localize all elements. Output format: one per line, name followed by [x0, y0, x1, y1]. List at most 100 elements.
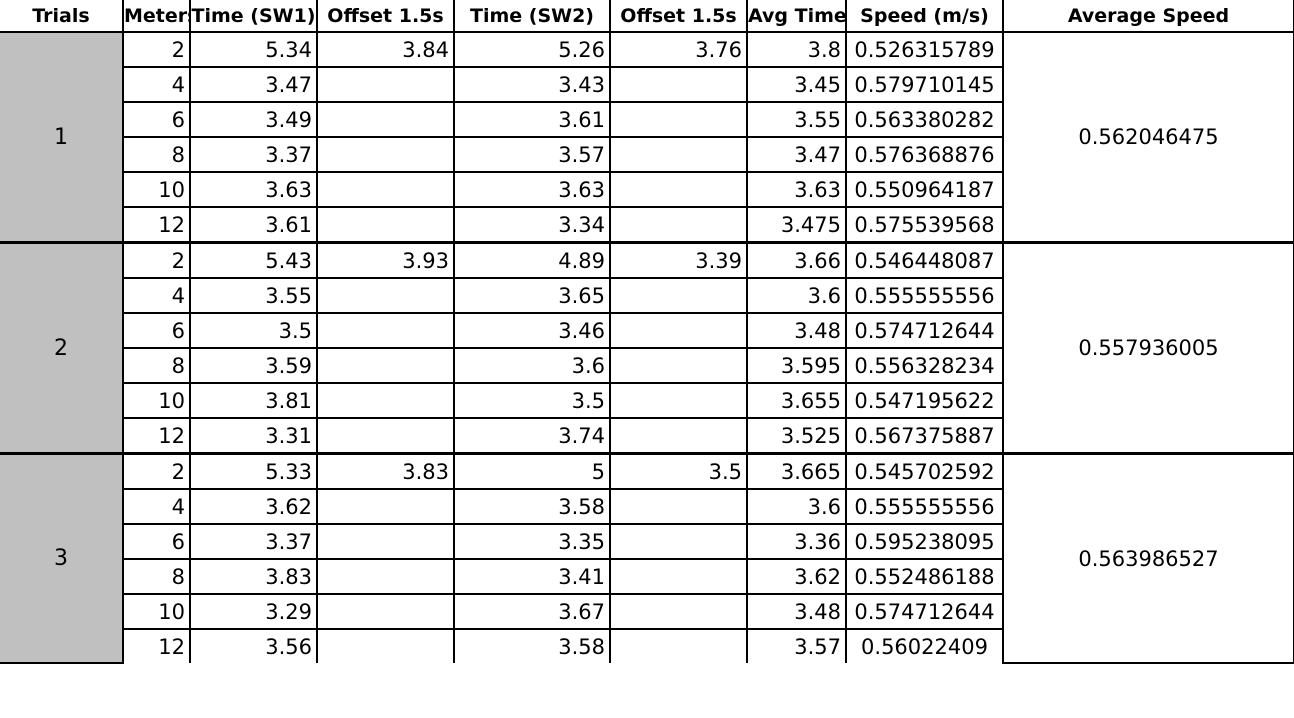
cell-speed[interactable]: 0.563380282 — [845, 101, 1004, 138]
cell-meters[interactable]: 8 — [122, 136, 191, 173]
cell-offset-sw2[interactable] — [609, 558, 748, 595]
cell-avg-time[interactable]: 3.6 — [746, 277, 847, 314]
cell-trial[interactable]: 3 — [0, 452, 124, 664]
cell-avg-time[interactable]: 3.45 — [746, 66, 847, 103]
cell-avg-time[interactable]: 3.475 — [746, 206, 847, 244]
cell-offset-sw2[interactable]: 3.39 — [609, 241, 748, 279]
cell-avg-time[interactable]: 3.66 — [746, 241, 847, 279]
cell-time-sw1[interactable]: 5.33 — [189, 452, 318, 490]
header-trials[interactable]: Trials — [0, 0, 124, 33]
cell-offset-sw1[interactable] — [316, 488, 455, 525]
cell-offset-sw1[interactable] — [316, 382, 455, 419]
cell-meters[interactable]: 6 — [122, 312, 191, 349]
cell-avg-time[interactable]: 3.8 — [746, 31, 847, 68]
cell-offset-sw1[interactable]: 3.84 — [316, 31, 455, 68]
cell-average-speed[interactable]: 0.557936005 — [1002, 241, 1294, 455]
cell-speed[interactable]: 0.576368876 — [845, 136, 1004, 173]
cell-speed[interactable]: 0.555555556 — [845, 277, 1004, 314]
cell-time-sw2[interactable]: 4.89 — [453, 241, 611, 279]
cell-time-sw2[interactable]: 3.6 — [453, 347, 611, 384]
cell-offset-sw1[interactable] — [316, 66, 455, 103]
cell-offset-sw1[interactable] — [316, 628, 455, 663]
cell-time-sw2[interactable]: 3.34 — [453, 206, 611, 244]
header-avg-time[interactable]: Avg Time — [746, 0, 847, 33]
cell-time-sw2[interactable]: 3.35 — [453, 523, 611, 560]
cell-avg-time[interactable]: 3.525 — [746, 417, 847, 455]
cell-avg-time[interactable]: 3.48 — [746, 593, 847, 630]
cell-time-sw1[interactable]: 3.56 — [189, 628, 318, 663]
header-offset-sw2[interactable]: Offset 1.5s — [609, 0, 748, 33]
cell-offset-sw1[interactable] — [316, 136, 455, 173]
cell-offset-sw1[interactable] — [316, 206, 455, 244]
cell-speed[interactable]: 0.526315789 — [845, 31, 1004, 68]
cell-time-sw1[interactable]: 3.81 — [189, 382, 318, 419]
cell-offset-sw1[interactable] — [316, 558, 455, 595]
cell-trial[interactable]: 2 — [0, 241, 124, 455]
cell-time-sw2[interactable]: 3.46 — [453, 312, 611, 349]
cell-avg-time[interactable]: 3.57 — [746, 628, 847, 663]
cell-speed[interactable]: 0.547195622 — [845, 382, 1004, 419]
cell-average-speed[interactable]: 0.563986527 — [1002, 452, 1294, 664]
cell-speed[interactable]: 0.545702592 — [845, 452, 1004, 490]
cell-meters[interactable]: 12 — [122, 206, 191, 244]
cell-time-sw2[interactable]: 3.41 — [453, 558, 611, 595]
cell-offset-sw2[interactable] — [609, 206, 748, 244]
cell-time-sw2[interactable]: 3.67 — [453, 593, 611, 630]
cell-speed[interactable]: 0.595238095 — [845, 523, 1004, 560]
cell-offset-sw2[interactable] — [609, 171, 748, 208]
cell-offset-sw1[interactable] — [316, 171, 455, 208]
header-speed[interactable]: Speed (m/s) — [845, 0, 1004, 33]
cell-offset-sw2[interactable] — [609, 347, 748, 384]
header-time-sw1[interactable]: Time (SW1) — [189, 0, 318, 33]
cell-avg-time[interactable]: 3.55 — [746, 101, 847, 138]
cell-time-sw1[interactable]: 3.49 — [189, 101, 318, 138]
cell-time-sw1[interactable]: 3.47 — [189, 66, 318, 103]
cell-avg-time[interactable]: 3.48 — [746, 312, 847, 349]
cell-offset-sw1[interactable] — [316, 417, 455, 455]
cell-offset-sw2[interactable] — [609, 66, 748, 103]
cell-time-sw1[interactable]: 5.34 — [189, 31, 318, 68]
cell-offset-sw2[interactable] — [609, 593, 748, 630]
cell-speed[interactable]: 0.574712644 — [845, 593, 1004, 630]
cell-average-speed[interactable]: 0.562046475 — [1002, 31, 1294, 244]
cell-meters[interactable]: 10 — [122, 593, 191, 630]
cell-meters[interactable]: 4 — [122, 277, 191, 314]
header-offset-sw1[interactable]: Offset 1.5s — [316, 0, 455, 33]
cell-speed[interactable]: 0.579710145 — [845, 66, 1004, 103]
cell-time-sw1[interactable]: 3.5 — [189, 312, 318, 349]
cell-time-sw1[interactable]: 3.59 — [189, 347, 318, 384]
header-meters[interactable]: Meters — [122, 0, 191, 33]
cell-avg-time[interactable]: 3.62 — [746, 558, 847, 595]
cell-time-sw2[interactable]: 3.65 — [453, 277, 611, 314]
cell-offset-sw1[interactable] — [316, 277, 455, 314]
cell-offset-sw1[interactable] — [316, 523, 455, 560]
cell-time-sw2[interactable]: 3.58 — [453, 488, 611, 525]
cell-speed[interactable]: 0.575539568 — [845, 206, 1004, 244]
cell-meters[interactable]: 8 — [122, 558, 191, 595]
cell-time-sw2[interactable]: 3.63 — [453, 171, 611, 208]
cell-offset-sw2[interactable] — [609, 382, 748, 419]
cell-meters[interactable]: 12 — [122, 628, 191, 663]
cell-meters[interactable]: 2 — [122, 31, 191, 68]
cell-time-sw2[interactable]: 5 — [453, 452, 611, 490]
cell-speed[interactable]: 0.552486188 — [845, 558, 1004, 595]
cell-meters[interactable]: 4 — [122, 488, 191, 525]
cell-time-sw2[interactable]: 3.61 — [453, 101, 611, 138]
cell-speed[interactable]: 0.56022409 — [845, 628, 1004, 663]
cell-time-sw1[interactable]: 3.61 — [189, 206, 318, 244]
cell-offset-sw1[interactable] — [316, 593, 455, 630]
cell-trial[interactable]: 1 — [0, 31, 124, 244]
cell-meters[interactable]: 6 — [122, 101, 191, 138]
cell-time-sw1[interactable]: 3.31 — [189, 417, 318, 455]
cell-avg-time[interactable]: 3.6 — [746, 488, 847, 525]
cell-speed[interactable]: 0.546448087 — [845, 241, 1004, 279]
cell-avg-time[interactable]: 3.665 — [746, 452, 847, 490]
header-time-sw2[interactable]: Time (SW2) — [453, 0, 611, 33]
cell-speed[interactable]: 0.556328234 — [845, 347, 1004, 384]
cell-time-sw2[interactable]: 3.74 — [453, 417, 611, 455]
cell-meters[interactable]: 2 — [122, 241, 191, 279]
cell-meters[interactable]: 10 — [122, 382, 191, 419]
cell-time-sw2[interactable]: 3.57 — [453, 136, 611, 173]
cell-offset-sw2[interactable] — [609, 628, 748, 663]
cell-offset-sw2[interactable] — [609, 101, 748, 138]
